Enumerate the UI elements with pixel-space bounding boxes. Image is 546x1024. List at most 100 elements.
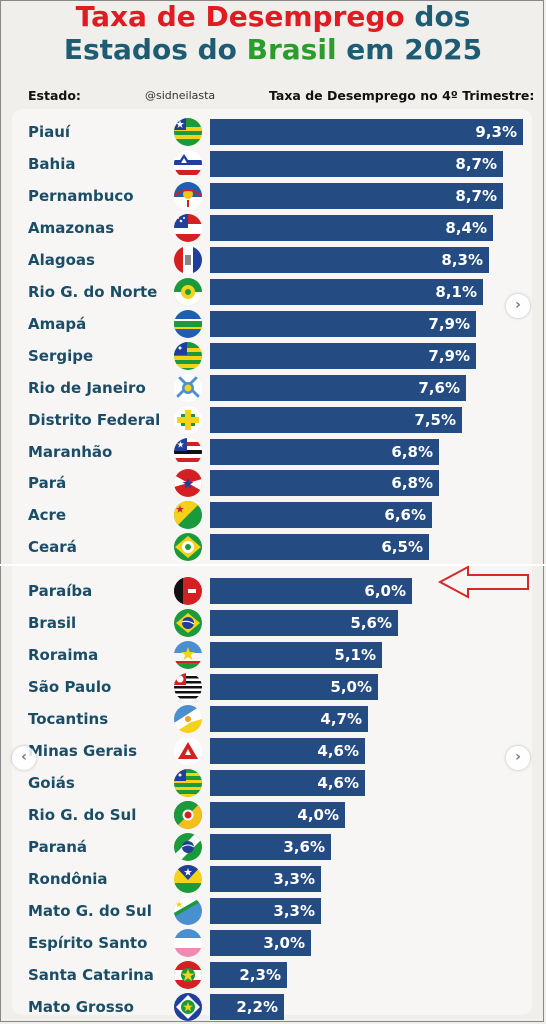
- bar: [210, 150, 503, 177]
- title-part-3: Estados do: [63, 33, 237, 66]
- distrito-federal-flag-icon: [174, 405, 202, 434]
- bar: [210, 833, 331, 860]
- highlight-arrow-icon: [437, 565, 529, 599]
- goias-flag-icon: [174, 769, 202, 797]
- state-label: Sergipe: [28, 346, 94, 365]
- bar-value-label: 9,3%: [475, 123, 517, 141]
- bar: [210, 993, 284, 1020]
- bar: [210, 438, 439, 465]
- state-label: Mato Grosso: [28, 997, 134, 1016]
- bar-value-label: 4,7%: [320, 710, 362, 729]
- bar: [210, 578, 412, 605]
- state-label: São Paulo: [28, 678, 112, 697]
- bar-value-label: 7,6%: [418, 378, 460, 397]
- author-handle: @sidneilasta: [145, 89, 216, 102]
- minas-gerais-flag-icon: [174, 737, 202, 766]
- bar: [210, 610, 398, 637]
- chevron-right-icon: ›: [515, 297, 521, 313]
- mato-grosso-flag-icon: [174, 992, 202, 1021]
- sao-paulo-flag-icon: [174, 673, 202, 702]
- bar: [210, 246, 489, 273]
- mato-grosso-do-sul-flag-icon: [174, 896, 202, 925]
- bar-value-label: 7,9%: [428, 346, 470, 365]
- maranhao-flag-icon: [174, 437, 202, 466]
- ceara-flag-icon: [174, 533, 202, 562]
- rio-grande-do-sul-flag-icon: [174, 800, 202, 829]
- state-label: Alagoas: [28, 250, 95, 269]
- bar: [210, 674, 378, 701]
- state-label: Rio de Janeiro: [28, 378, 146, 397]
- tocantins-flag-icon: [174, 705, 202, 734]
- state-label: Amapá: [28, 314, 87, 333]
- chevron-left-icon: ‹: [21, 749, 27, 765]
- state-label: Espírito Santo: [28, 933, 148, 952]
- bar-value-label: 8,7%: [455, 154, 497, 173]
- bar: [210, 119, 523, 145]
- state-label: Rio G. do Sul: [28, 805, 137, 824]
- state-label: Santa Catarina: [28, 965, 154, 984]
- alagoas-flag-icon: [174, 245, 202, 274]
- bar: [210, 961, 287, 988]
- bar-value-label: 4,6%: [317, 742, 359, 761]
- paraiba-flag-icon: [174, 577, 202, 606]
- chevron-right-icon: ›: [515, 749, 521, 765]
- bar: [210, 929, 311, 956]
- bar-value-label: 2,2%: [236, 997, 278, 1016]
- state-label: Roraima: [28, 646, 99, 665]
- bar: [210, 310, 476, 337]
- bar: [210, 470, 439, 497]
- state-label: Paraíba: [28, 582, 93, 601]
- bar: [210, 738, 365, 765]
- title-part-2: dos: [414, 0, 471, 33]
- bar-value-label: 6,8%: [391, 442, 433, 461]
- state-label: Goiás: [28, 774, 75, 792]
- title-part-4: Brasil: [246, 33, 337, 66]
- bahia-flag-icon: [174, 149, 202, 178]
- bar-value-label: 6,5%: [381, 538, 423, 557]
- bar-value-label: 4,6%: [317, 774, 359, 792]
- bar-value-label: 7,9%: [428, 314, 470, 333]
- bar: [210, 182, 503, 209]
- bar-value-label: 3,0%: [263, 933, 305, 952]
- bar: [210, 406, 462, 433]
- bar-value-label: 8,3%: [441, 250, 483, 269]
- bar: [210, 502, 432, 529]
- bar-value-label: 5,0%: [330, 678, 372, 697]
- state-label: Piauí: [28, 123, 71, 141]
- next-slide-button[interactable]: ›: [506, 294, 530, 318]
- state-column-label: Estado:: [28, 88, 81, 103]
- state-label: Maranhão: [28, 442, 113, 461]
- rio-de-janeiro-flag-icon: [174, 373, 202, 402]
- bar-value-label: 8,1%: [435, 282, 477, 301]
- state-label: Rondônia: [28, 869, 108, 888]
- bar-value-label: 8,7%: [455, 186, 497, 205]
- roraima-flag-icon: [174, 641, 202, 670]
- bar: [210, 865, 321, 892]
- state-label: Pará: [28, 474, 67, 493]
- state-label: Tocantins: [28, 710, 109, 729]
- prev-slide-button[interactable]: ‹: [12, 746, 36, 770]
- state-label: Ceará: [28, 538, 77, 557]
- acre-flag-icon: [174, 501, 202, 530]
- state-label: Distrito Federal: [28, 410, 161, 429]
- bar-value-label: 5,1%: [334, 646, 376, 665]
- bar-value-label: 2,3%: [239, 965, 281, 984]
- next-slide-button-lower[interactable]: ›: [506, 746, 530, 770]
- bar: [210, 770, 365, 796]
- bar-value-label: 3,6%: [283, 837, 325, 856]
- rio-grande-do-norte-flag-icon: [174, 277, 202, 306]
- state-label: Bahia: [28, 154, 76, 173]
- rate-column-label: Taxa de Desemprego no 4º Trimestre:: [269, 88, 535, 103]
- bar: [210, 278, 483, 305]
- bar: [210, 897, 321, 924]
- bar: [210, 214, 493, 241]
- bar: [210, 534, 429, 561]
- state-label: Rio G. do Norte: [28, 282, 158, 301]
- rondonia-flag-icon: [174, 864, 202, 893]
- bar: [210, 801, 345, 828]
- bar-value-label: 6,0%: [364, 582, 406, 601]
- state-label: Paraná: [28, 837, 88, 856]
- state-label: Pernambuco: [28, 186, 134, 205]
- bar-value-label: 5,6%: [350, 614, 392, 633]
- title-part-1: Taxa de Desemprego: [75, 0, 405, 33]
